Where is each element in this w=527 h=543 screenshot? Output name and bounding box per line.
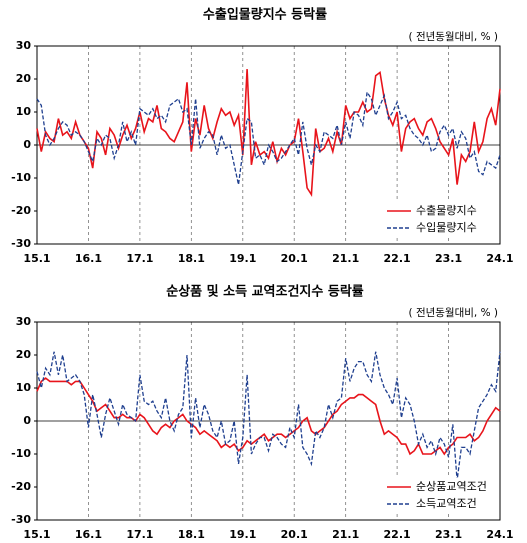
x-tick-label: 20.1 [281, 528, 308, 541]
x-tick-label: 15.1 [23, 252, 50, 265]
y-tick-label: 10 [16, 381, 32, 394]
y-tick-label: 30 [16, 39, 32, 52]
y-tick-label: -30 [11, 513, 31, 526]
x-tick-label: 24.1 [486, 252, 513, 265]
chart-title: 수출입물량지수 등락률 [203, 7, 327, 23]
x-tick-label: 21.1 [332, 252, 359, 265]
series-line [36, 377, 501, 456]
x-tick-label: 16.1 [75, 528, 102, 541]
x-tick-label: 24.1 [486, 528, 513, 541]
x-tick-label: 21.1 [332, 528, 359, 541]
plot-frame [36, 321, 501, 521]
x-tick-label: 22.1 [384, 528, 411, 541]
y-tick-label: -10 [11, 447, 31, 460]
x-tick-label: 22.1 [384, 252, 411, 265]
legend-label: 순상품교역조건 [416, 480, 487, 493]
x-tick-label: 19.1 [229, 252, 256, 265]
y-tick-label: -30 [11, 237, 31, 250]
legend-label: 수출물량지수 [416, 204, 477, 217]
x-tick-label: 19.1 [229, 528, 256, 541]
x-tick-label: 15.1 [23, 528, 50, 541]
unit-label: ( 전년동월대비, % ) [409, 307, 498, 319]
y-tick-label: 0 [23, 138, 31, 151]
x-tick-label: 16.1 [75, 252, 102, 265]
y-tick-label: 10 [16, 105, 32, 118]
y-tick-label: 0 [23, 414, 31, 427]
series-line [36, 351, 501, 481]
legend-label: 수입물량지수 [416, 221, 477, 234]
unit-label: ( 전년동월대비, % ) [409, 31, 498, 43]
chart-title: 순상품 및 소득 교역조건지수 등락률 [166, 284, 364, 300]
x-tick-label: 20.1 [281, 252, 308, 265]
y-tick-label: 20 [16, 348, 32, 361]
x-tick-label: 17.1 [126, 252, 153, 265]
y-tick-label: -20 [11, 480, 31, 493]
x-tick-label: 17.1 [126, 528, 153, 541]
x-tick-label: 18.1 [178, 528, 205, 541]
x-tick-label: 18.1 [178, 252, 205, 265]
y-tick-label: 20 [16, 72, 32, 85]
legend-box [383, 478, 493, 514]
series-line [36, 90, 501, 185]
y-tick-label: 30 [16, 315, 32, 328]
plot-frame [36, 45, 501, 245]
y-tick-label: -20 [11, 204, 31, 217]
legend-label: 소득교역조건 [416, 497, 477, 510]
x-tick-label: 23.1 [435, 252, 462, 265]
series-line [36, 69, 501, 197]
x-tick-label: 23.1 [435, 528, 462, 541]
y-tick-label: -10 [11, 171, 31, 184]
legend-box [383, 202, 493, 238]
